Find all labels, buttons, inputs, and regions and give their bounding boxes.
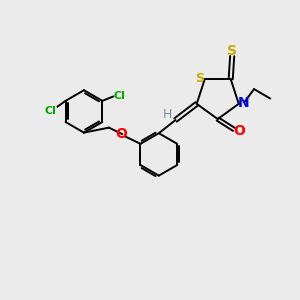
Text: Cl: Cl <box>113 92 125 101</box>
Text: H: H <box>163 108 172 121</box>
Text: O: O <box>116 127 127 140</box>
Text: S: S <box>195 72 204 85</box>
Text: S: S <box>227 44 237 58</box>
Text: N: N <box>238 96 250 110</box>
Text: Cl: Cl <box>45 106 57 116</box>
Text: O: O <box>233 124 245 138</box>
